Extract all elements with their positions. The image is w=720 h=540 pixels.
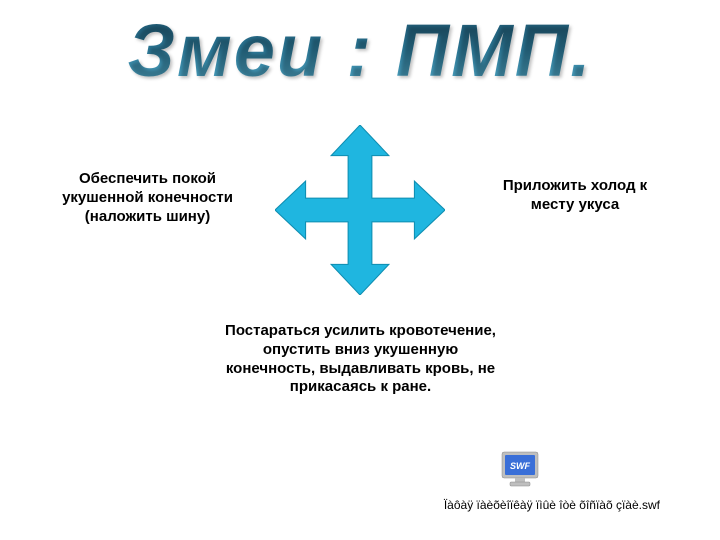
right-text: Приложить холод к месту укуса bbox=[480, 177, 670, 215]
monitor-base bbox=[510, 482, 530, 486]
slide-title: Змеи : ПМП. bbox=[0, 8, 720, 93]
swf-file-icon[interactable]: SWF bbox=[500, 450, 540, 488]
swf-label: SWF bbox=[510, 461, 530, 471]
bottom-text: Постараться усилить кровотечение, опусти… bbox=[218, 322, 503, 397]
four-way-arrow bbox=[275, 125, 445, 295]
monitor-neck bbox=[515, 478, 525, 482]
swf-caption: Ïàôàÿ ïàèõèîïêàÿ ïìûè îòè õîñïàõ çïàè.sw… bbox=[360, 498, 660, 512]
left-text: Обеспечить покой укушенной конечности (н… bbox=[55, 170, 240, 226]
arrow-shape bbox=[275, 125, 445, 295]
